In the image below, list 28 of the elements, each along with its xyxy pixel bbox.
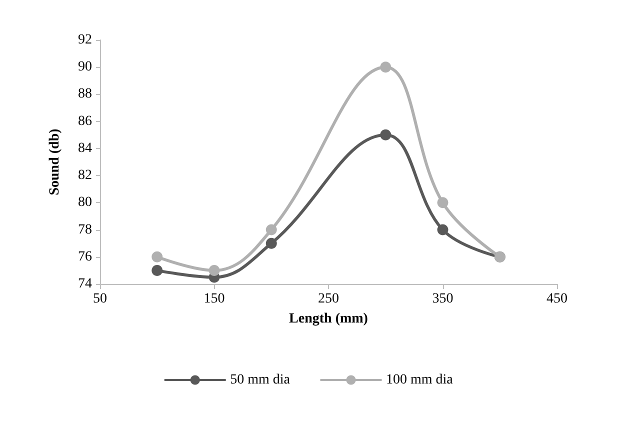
point xyxy=(266,224,277,236)
x-tick-label: 50 xyxy=(93,292,107,306)
point xyxy=(266,238,277,249)
point xyxy=(437,197,448,208)
y-tick-label: 80 xyxy=(78,195,92,210)
y-tick-label: 76 xyxy=(78,249,92,264)
point xyxy=(380,129,392,140)
y-tick-label: 74 xyxy=(78,276,92,292)
y-tick-label: 88 xyxy=(78,86,92,102)
y-tick-label: 90 xyxy=(78,60,92,75)
point xyxy=(208,264,220,276)
x-tick-label: 350 xyxy=(432,292,454,306)
point xyxy=(437,224,448,236)
y-tick-label: 86 xyxy=(78,114,92,129)
legend-label: 50 mm dia xyxy=(230,372,291,388)
y-axis-title: Sound (db) xyxy=(48,128,62,196)
legend-label: 100 mm dia xyxy=(386,372,454,388)
y-tick-label: 78 xyxy=(78,222,92,238)
y-tick-label: 84 xyxy=(78,140,92,156)
y-tick-label: 92 xyxy=(78,32,92,48)
x-tick-label: 450 xyxy=(546,292,568,306)
x-tick-label: 250 xyxy=(318,292,339,306)
x-tick-label: 150 xyxy=(204,292,225,306)
y-tick-label: 82 xyxy=(78,168,92,184)
point xyxy=(152,251,163,262)
point xyxy=(380,62,392,73)
x-axis-title: Length (mm) xyxy=(289,312,368,326)
point xyxy=(152,264,163,276)
